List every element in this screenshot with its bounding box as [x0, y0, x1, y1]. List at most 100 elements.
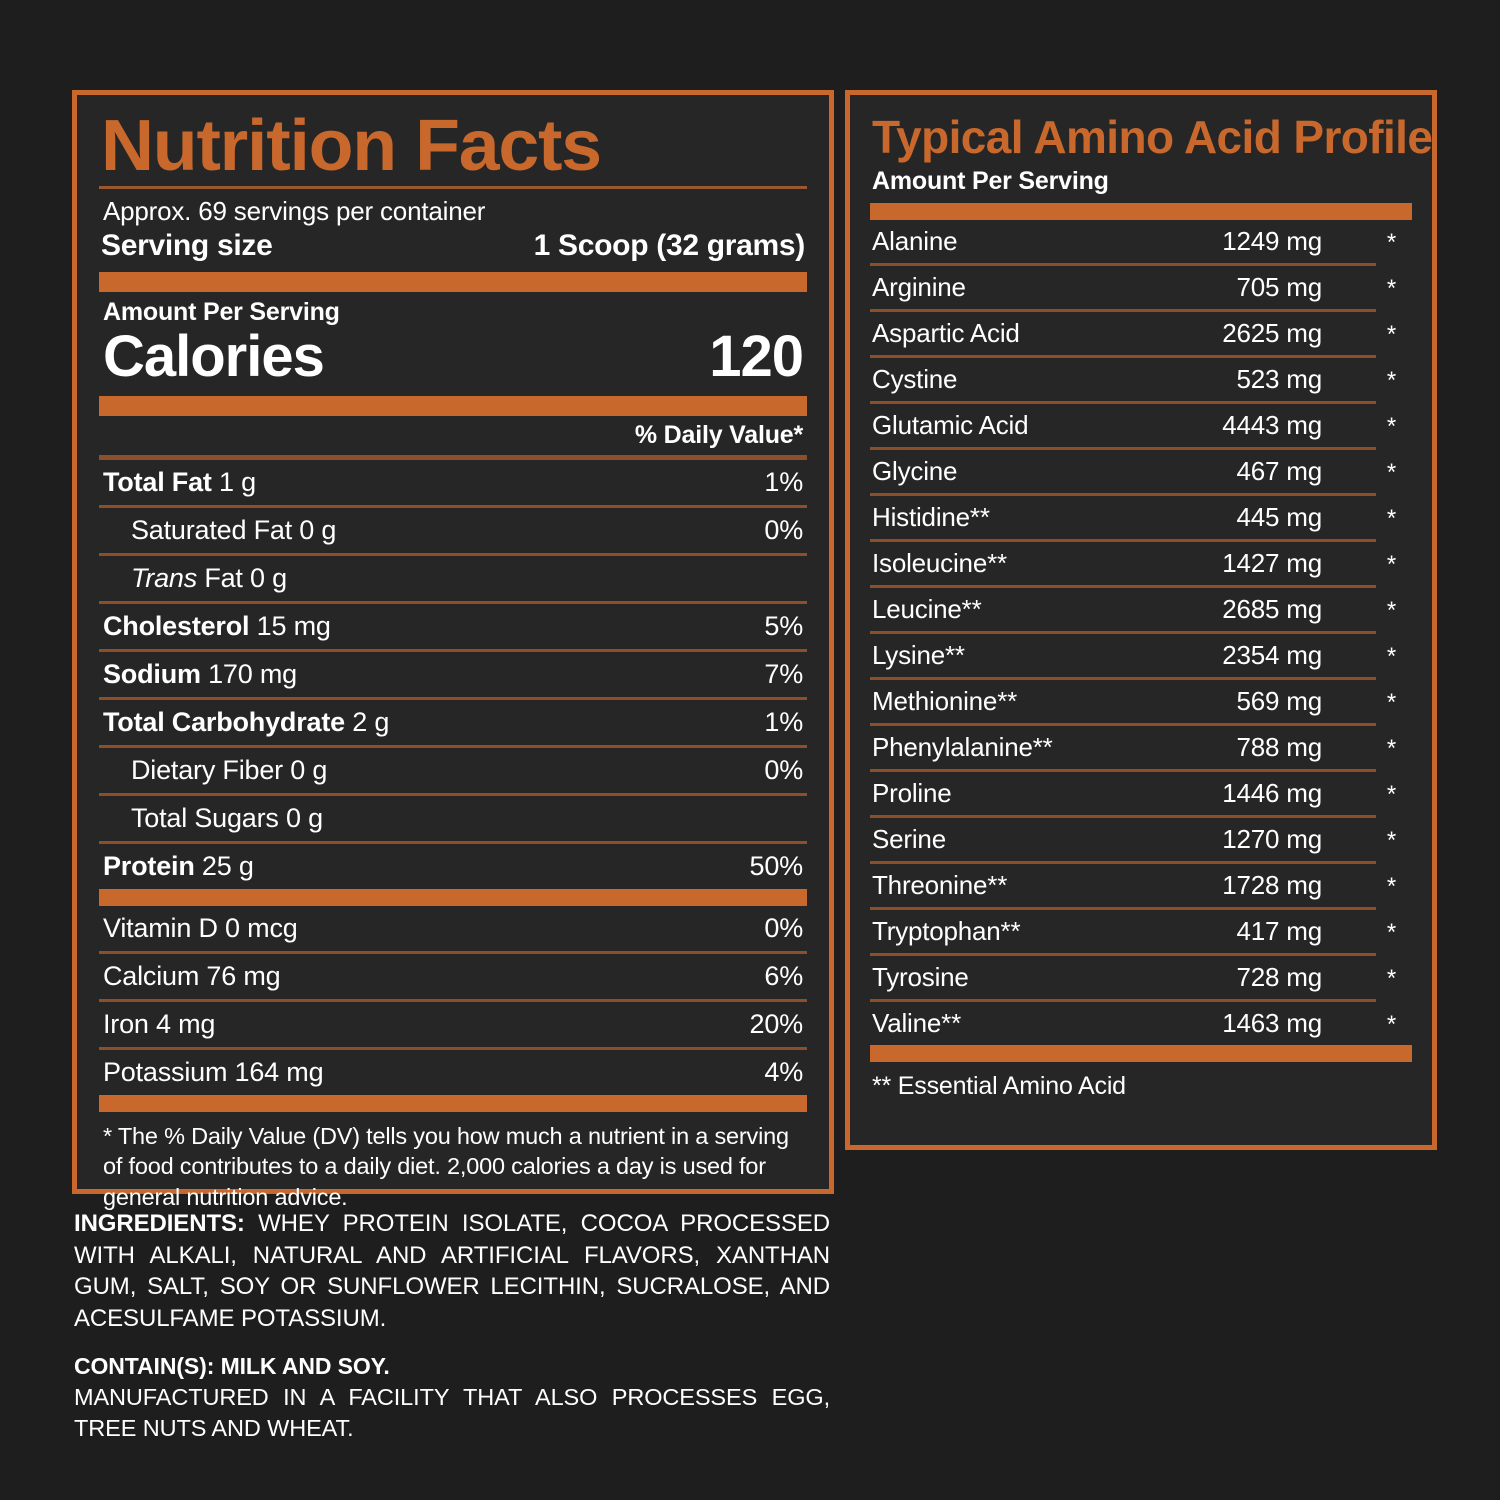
amino-acid-row: Lysine** 2354 mg * — [870, 634, 1412, 677]
amino-acid-name: Glycine — [872, 456, 958, 487]
amino-acid-amount: 728 mg — [1236, 962, 1322, 993]
daily-value-footnote: * The % Daily Value (DV) tells you how m… — [103, 1122, 789, 1210]
amino-acid-name: Lysine** — [872, 640, 965, 671]
amino-acid-amount: 417 mg — [1236, 916, 1322, 947]
nutrient-row: Saturated Fat 0 g 0% — [99, 508, 807, 553]
amino-acid-daily-value-star: * — [1386, 597, 1396, 625]
servings-per-container: Approx. 69 servings per container — [103, 195, 486, 226]
ingredients-block: INGREDIENTS: WHEY PROTEIN ISOLATE, COCOA… — [74, 1208, 830, 1444]
amino-acid-name: Methionine** — [872, 686, 1018, 717]
nutrient-row: Total Carbohydrate 2 g 1% — [99, 700, 807, 745]
amino-acid-name: Tyrosine — [872, 962, 969, 993]
amino-acid-row: Cystine 523 mg * — [870, 358, 1412, 401]
amino-header-bar — [870, 203, 1412, 221]
amino-amount-per-serving-label: Amount Per Serving — [872, 167, 1109, 196]
row-divider — [870, 493, 1376, 497]
micronutrient-separator-bar — [99, 888, 807, 906]
micronutrient-daily-value: 4% — [764, 1056, 803, 1087]
amino-acid-amount: 788 mg — [1236, 732, 1322, 763]
amino-acid-name: Arginine — [872, 272, 966, 303]
row-divider — [99, 998, 807, 1002]
nutrient-name: Sodium 170 mg — [103, 658, 297, 689]
amino-acid-daily-value-star: * — [1386, 1011, 1396, 1039]
amino-acid-row: Glutamic Acid 4443 mg * — [870, 404, 1412, 447]
serving-separator-bar — [99, 271, 807, 292]
daily-value-header: % Daily Value* — [634, 420, 803, 449]
nutrient-name: Trans Fat 0 g — [131, 562, 287, 593]
row-divider — [99, 840, 807, 844]
amino-acid-daily-value-star: * — [1386, 689, 1396, 717]
nutrient-row: Dietary Fiber 0 g 0% — [99, 748, 807, 793]
amino-footnote-bar — [870, 1045, 1412, 1063]
footnote-separator-bar — [99, 1094, 807, 1112]
amino-acid-daily-value-star: * — [1386, 781, 1396, 809]
amino-acid-daily-value-star: * — [1386, 965, 1396, 993]
amino-acid-amount: 2354 mg — [1222, 640, 1322, 671]
amino-acid-daily-value-star: * — [1386, 827, 1396, 855]
row-divider — [870, 723, 1376, 727]
amino-acid-name: Cystine — [872, 364, 958, 395]
micronutrient-row: Vitamin D 0 mcg 0% — [99, 906, 807, 951]
row-divider — [870, 401, 1376, 405]
micronutrient-name: Vitamin D 0 mcg — [103, 912, 298, 943]
micronutrient-row: Potassium 164 mg 4% — [99, 1050, 807, 1095]
nutrient-daily-value: 1% — [764, 466, 803, 497]
amino-acid-name: Isoleucine** — [872, 548, 1007, 579]
amino-acid-amount: 4443 mg — [1222, 410, 1322, 441]
row-divider — [870, 585, 1376, 589]
amino-acid-row: Serine 1270 mg * — [870, 818, 1412, 861]
row-divider — [99, 600, 807, 604]
amino-acid-name: Valine** — [872, 1008, 961, 1039]
amino-acid-row: Valine** 1463 mg * — [870, 1002, 1412, 1045]
row-divider — [870, 631, 1376, 635]
amino-acid-amount: 1270 mg — [1222, 824, 1322, 855]
row-divider — [99, 1046, 807, 1050]
row-divider — [870, 263, 1376, 267]
amino-acid-amount: 1728 mg — [1222, 870, 1322, 901]
amino-acid-name: Leucine** — [872, 594, 982, 625]
amino-acid-daily-value-star: * — [1386, 229, 1396, 257]
row-divider — [870, 815, 1376, 819]
title-divider — [99, 185, 807, 189]
amino-acid-daily-value-star: * — [1386, 321, 1396, 349]
row-divider — [870, 953, 1376, 957]
calories-row: Calories 120 — [103, 323, 804, 390]
nutrient-daily-value: 0% — [764, 514, 803, 545]
amino-acid-amount: 1463 mg — [1222, 1008, 1322, 1039]
nutrient-daily-value: 0% — [764, 754, 803, 785]
micronutrient-name: Iron 4 mg — [103, 1008, 216, 1039]
amino-acid-row: Proline 1446 mg * — [870, 772, 1412, 815]
amino-acid-row: Glycine 467 mg * — [870, 450, 1412, 493]
nutrient-name: Protein 25 g — [103, 850, 254, 881]
nutrient-name: Dietary Fiber 0 g — [131, 754, 328, 785]
page-title: Nutrition Facts — [101, 106, 602, 186]
amino-acid-name: Histidine** — [872, 502, 990, 533]
nutrient-row: Total Fat 1 g 1% — [99, 460, 807, 505]
amino-acid-row: Methionine** 569 mg * — [870, 680, 1412, 723]
row-divider — [99, 792, 807, 796]
ingredients-body: WHEY PROTEIN ISOLATE, COCOA PROCESSED WI… — [74, 1210, 830, 1333]
calories-value: 120 — [709, 323, 804, 389]
amino-acid-amount: 705 mg — [1236, 272, 1322, 303]
micronutrient-list: Vitamin D 0 mcg 0% Calcium 76 mg 6% Iron 4 m… — [99, 906, 807, 1095]
nutrient-daily-value: 50% — [749, 850, 804, 881]
nutrient-name: Cholesterol 15 mg — [103, 610, 331, 641]
amino-acid-daily-value-star: * — [1386, 505, 1396, 533]
contains-statement: CONTAIN(S): MILK AND SOY. — [74, 1352, 390, 1379]
amino-acid-name: Phenylalanine** — [872, 732, 1053, 763]
facility-statement: MANUFACTURED IN A FACILITY THAT ALSO PRO… — [74, 1383, 830, 1441]
nutrient-daily-value: 7% — [764, 658, 803, 689]
nutrient-row: Protein 25 g 50% — [99, 844, 807, 889]
nutrient-row: Cholesterol 15 mg 5% — [99, 604, 807, 649]
row-divider — [99, 950, 807, 954]
amino-acid-name: Threonine** — [872, 870, 1008, 901]
amino-acid-daily-value-star: * — [1386, 551, 1396, 579]
amino-acid-amount: 1249 mg — [1222, 226, 1322, 257]
amino-acid-daily-value-star: * — [1386, 643, 1396, 671]
micronutrient-daily-value: 0% — [764, 912, 803, 943]
nutrition-facts-panel: Nutrition Facts Approx. 69 servings per … — [72, 90, 834, 1210]
amino-acid-amount: 2625 mg — [1222, 318, 1322, 349]
nutrient-daily-value: 5% — [764, 610, 803, 641]
calories-label: Calories — [103, 323, 325, 389]
